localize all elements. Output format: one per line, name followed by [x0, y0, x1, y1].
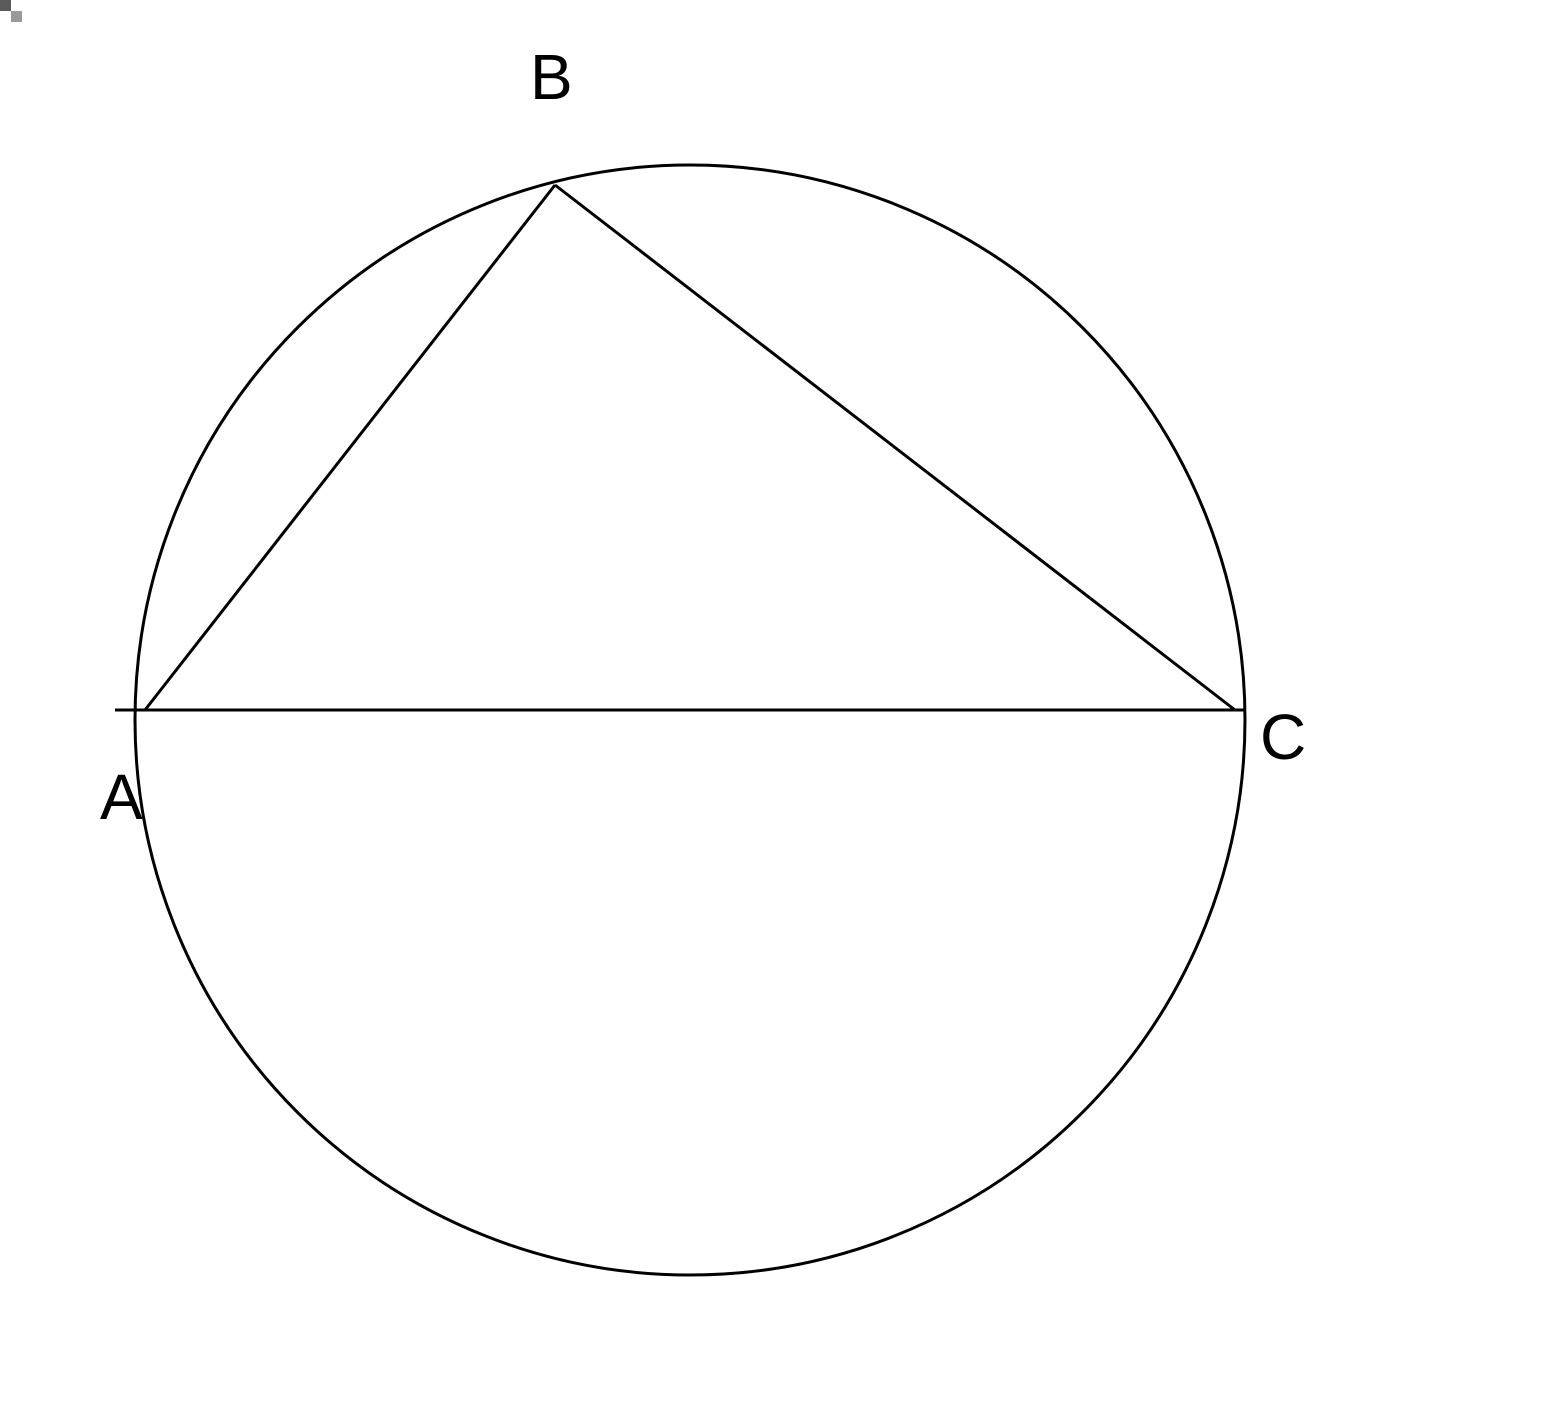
label-A: A	[100, 760, 143, 834]
diagram-svg	[0, 0, 1560, 1396]
geometry-diagram: A B C	[0, 0, 1560, 1396]
label-C: C	[1260, 700, 1306, 774]
label-B: B	[530, 40, 573, 114]
circle	[135, 165, 1245, 1275]
line-BC	[555, 185, 1235, 710]
